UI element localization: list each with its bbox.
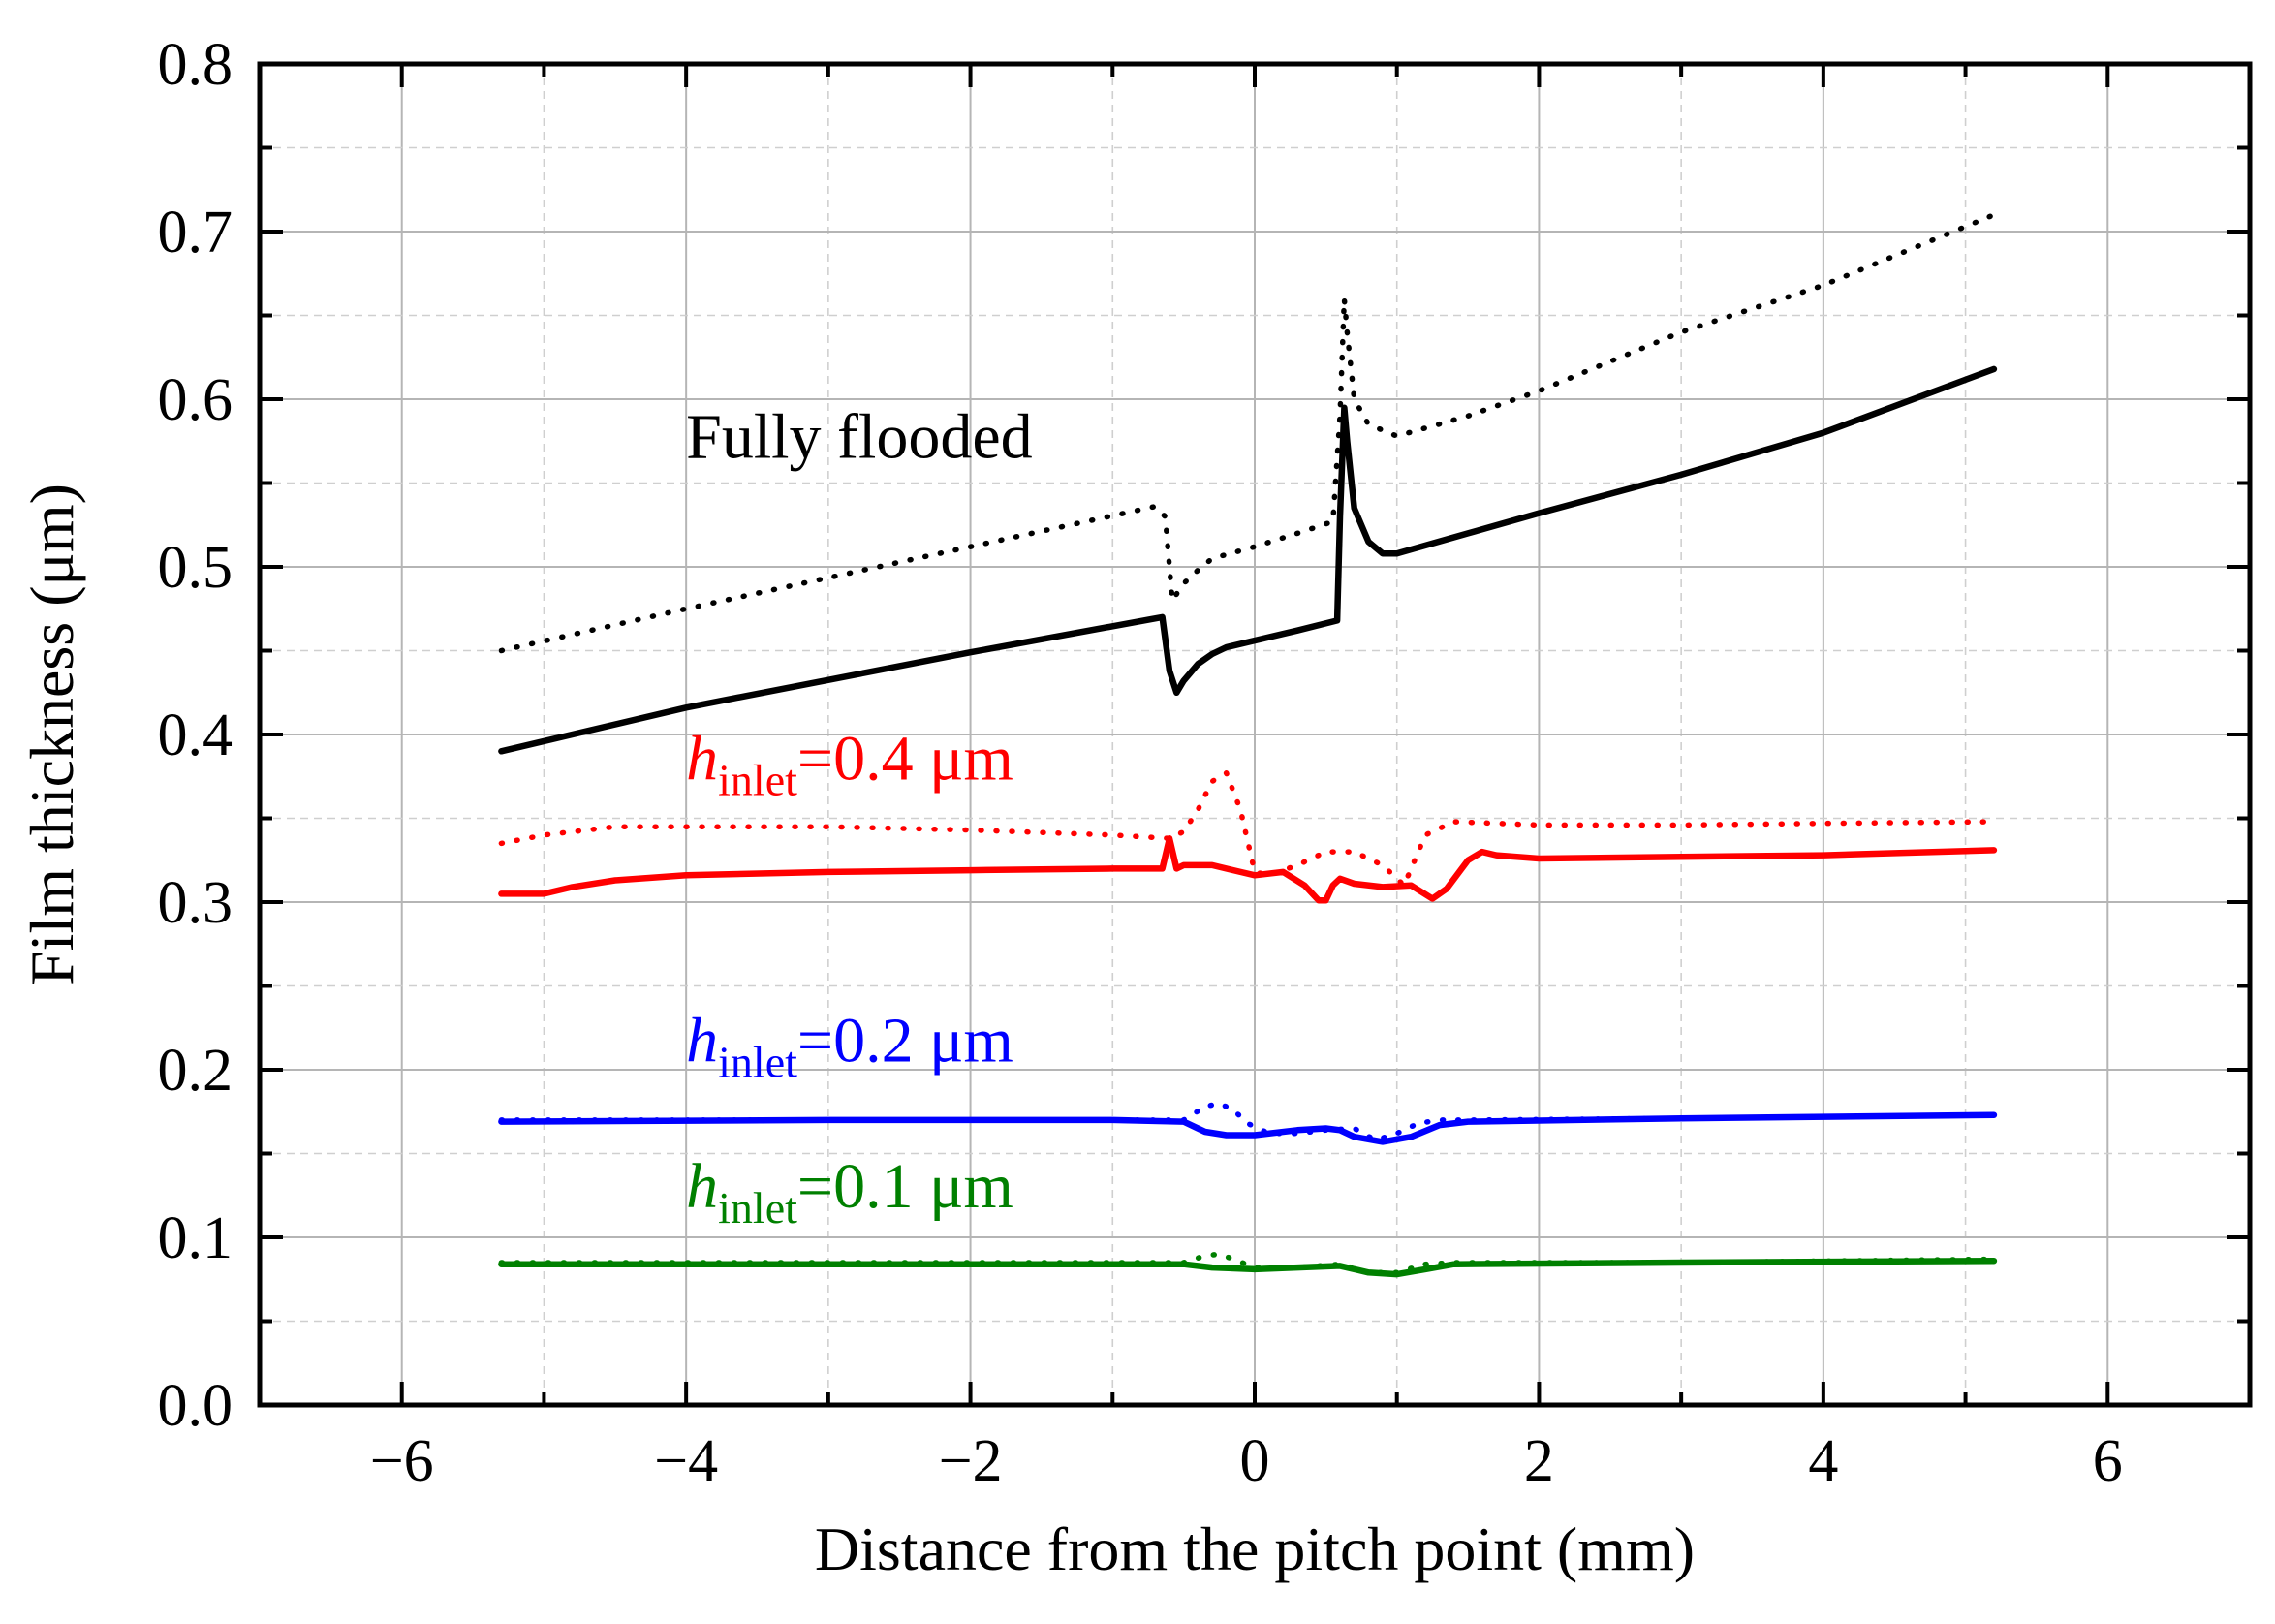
x-tick-label: −2 xyxy=(939,1428,1003,1494)
y-tick-label: 0.6 xyxy=(158,367,234,433)
annotation-h04: hinlet=0.4 μm xyxy=(686,724,1013,805)
series-line-3 xyxy=(498,835,1998,904)
y-tick-label: 0.8 xyxy=(158,32,234,98)
series-line-2 xyxy=(498,770,1997,889)
series-line-1 xyxy=(498,365,1998,755)
x-tick-label: 4 xyxy=(1808,1428,1838,1494)
annotation-h02: hinlet=0.2 μm xyxy=(686,1005,1013,1086)
annotation-h01: hinlet=0.1 μm xyxy=(686,1151,1013,1233)
series-line-7 xyxy=(498,1257,1998,1278)
x-tick-label: 2 xyxy=(1524,1428,1554,1494)
axis-ticks xyxy=(258,62,2252,1407)
y-tick-label: 0.2 xyxy=(158,1038,234,1104)
grid-lines xyxy=(260,64,2250,1405)
y-tick-label: 0.4 xyxy=(158,703,234,768)
y-tick-label: 0.7 xyxy=(158,200,234,265)
annotation-part: =0.1 μm xyxy=(797,1151,1013,1222)
annotation-part: h xyxy=(686,1151,718,1222)
y-tick-label: 0.1 xyxy=(158,1205,234,1271)
annotation-part: h xyxy=(686,1005,718,1076)
annotation-part: inlet xyxy=(718,1183,797,1233)
y-tick-label: 0.5 xyxy=(158,535,234,601)
x-tick-label: 6 xyxy=(2093,1428,2123,1494)
series-line-5 xyxy=(498,1111,1998,1145)
annotation-part: h xyxy=(686,724,718,795)
annotation-part: =0.2 μm xyxy=(797,1005,1013,1076)
annotation-part: inlet xyxy=(718,1037,797,1086)
series-lines xyxy=(498,211,1998,1278)
annotation-part: =0.4 μm xyxy=(797,724,1013,795)
y-tick-label: 0.3 xyxy=(158,870,234,936)
x-tick-label: −4 xyxy=(654,1428,718,1494)
tick-labels: −6 −4 −2 0 2 4 6 0.0 0.1 0.2 0.3 0.4 0.5 0.6 0.7 0.8 xyxy=(158,32,2123,1494)
annotation-part: Fully flooded xyxy=(686,402,1032,473)
x-tick-label: −6 xyxy=(370,1428,434,1494)
x-tick-label: 0 xyxy=(1240,1428,1270,1494)
annotation-part: inlet xyxy=(718,756,797,805)
annotation-ff: Fully flooded xyxy=(686,402,1032,473)
y-axis-title: Film thickness (μm) xyxy=(17,484,86,985)
y-tick-label: 0.0 xyxy=(158,1373,234,1439)
x-axis-title: Distance from the pitch point (mm) xyxy=(815,1515,1695,1583)
